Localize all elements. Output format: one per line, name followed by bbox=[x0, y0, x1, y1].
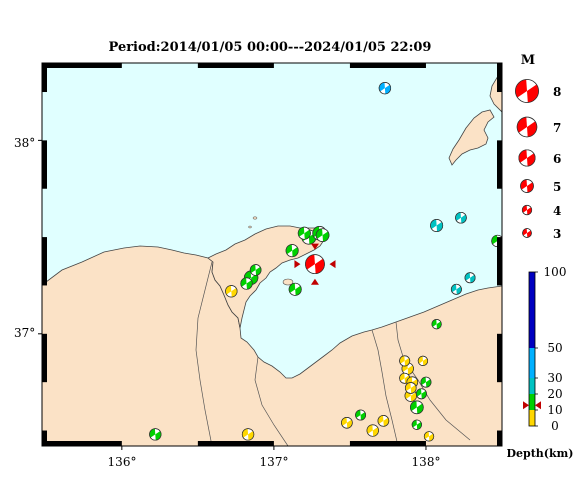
depth-band-4 bbox=[529, 272, 535, 348]
event-34 bbox=[411, 419, 422, 430]
event-mainshock bbox=[305, 254, 325, 275]
event-21 bbox=[355, 409, 367, 421]
event-32 bbox=[417, 355, 429, 367]
event-19 bbox=[241, 428, 255, 441]
events-layer bbox=[149, 82, 502, 442]
event-23 bbox=[377, 415, 390, 427]
event-4 bbox=[297, 226, 311, 240]
event-29 bbox=[410, 400, 424, 415]
event-30 bbox=[404, 382, 417, 394]
prefecture-boundaries bbox=[195, 261, 471, 446]
depth-band-1 bbox=[529, 394, 535, 410]
depth-marker-right bbox=[535, 401, 541, 410]
frame-bar-left bbox=[42, 333, 47, 383]
lat-label-38: 38° bbox=[14, 136, 35, 150]
event-12 bbox=[430, 219, 444, 232]
mainshock-pointer bbox=[294, 243, 336, 285]
depth-tick-20: 20 bbox=[547, 387, 562, 401]
depth-scale-title: Depth(km) bbox=[507, 447, 574, 460]
frame-bar-left bbox=[42, 63, 47, 93]
event-16 bbox=[464, 272, 476, 284]
magnitude-legend-title: M bbox=[521, 53, 535, 68]
event-33 bbox=[420, 376, 432, 388]
legend-ball-m3 bbox=[522, 228, 532, 238]
lon-label-136: 136° bbox=[108, 455, 137, 469]
event-9 bbox=[288, 282, 302, 296]
legend-ball-m8 bbox=[515, 79, 539, 103]
sado-island bbox=[448, 109, 495, 166]
magnitude-legend: M 8 7 6 5 4 3 bbox=[515, 53, 561, 241]
event-15 bbox=[450, 283, 462, 295]
event-35 bbox=[423, 431, 435, 442]
map-title: Period:2014/01/05 00:00---2024/01/05 22:… bbox=[109, 40, 432, 55]
frame-bar-bottom bbox=[349, 441, 426, 446]
depth-tick-30: 30 bbox=[547, 371, 562, 385]
depth-band-2 bbox=[529, 378, 535, 394]
event-31 bbox=[399, 355, 411, 367]
lon-label-138: 138° bbox=[412, 455, 441, 469]
legend-ball-m5 bbox=[520, 179, 534, 193]
event-7 bbox=[240, 277, 253, 290]
event-11 bbox=[378, 82, 392, 95]
legend-label-m7: 7 bbox=[553, 121, 561, 135]
event-17 bbox=[431, 319, 442, 330]
frame-bar-bottom bbox=[197, 441, 274, 446]
frame-bar-left bbox=[42, 430, 47, 446]
frame-bar-left bbox=[42, 237, 47, 286]
legend-label-m5: 5 bbox=[553, 180, 561, 194]
frame-bar-top bbox=[197, 63, 274, 68]
notojima-island bbox=[282, 278, 294, 286]
legend-label-m8: 8 bbox=[553, 85, 561, 99]
legend-label-m4: 4 bbox=[553, 204, 561, 218]
honshu-land bbox=[42, 245, 502, 446]
pointer-top bbox=[310, 243, 319, 250]
event-22 bbox=[366, 424, 379, 437]
event-20 bbox=[341, 416, 353, 429]
event-18 bbox=[149, 428, 162, 441]
map-area bbox=[42, 63, 502, 446]
depth-marker-left bbox=[523, 401, 529, 410]
event-5 bbox=[285, 244, 299, 258]
frame-bars bbox=[38, 63, 502, 450]
depth-band-0 bbox=[529, 410, 535, 426]
event-28 bbox=[415, 388, 427, 400]
lat-label-37: 37° bbox=[14, 326, 35, 340]
frame-bar-bottom bbox=[42, 441, 122, 446]
depth-tick-100: 100 bbox=[544, 265, 567, 279]
nanatsujima-island bbox=[248, 225, 252, 229]
legend-label-m6: 6 bbox=[553, 152, 561, 166]
frame-bar-top bbox=[42, 63, 122, 68]
frame-bar-right bbox=[497, 333, 502, 383]
event-13 bbox=[455, 211, 467, 224]
lon-label-137: 137° bbox=[260, 455, 289, 469]
legend-label-m3: 3 bbox=[553, 227, 561, 241]
depth-band-3 bbox=[529, 348, 535, 378]
frame-bar-left bbox=[42, 140, 47, 189]
legend-ball-m7 bbox=[516, 116, 538, 138]
legend-ball-m4 bbox=[521, 204, 533, 216]
hegura-island bbox=[252, 216, 258, 220]
frame-bar-right bbox=[497, 237, 502, 286]
pointer-left bbox=[294, 260, 301, 269]
frame-bar-right bbox=[497, 63, 502, 93]
event-8 bbox=[225, 285, 238, 298]
legend-ball-m6 bbox=[518, 149, 536, 167]
frame-bar-top bbox=[349, 63, 426, 68]
pointer-bottom bbox=[310, 278, 319, 285]
depth-tick-10: 10 bbox=[547, 403, 562, 417]
frame-bar-right bbox=[497, 430, 502, 446]
depth-tick-0: 0 bbox=[551, 419, 559, 433]
depth-tick-50: 50 bbox=[547, 341, 562, 355]
pointer-right bbox=[329, 260, 336, 269]
event-10 bbox=[249, 264, 262, 276]
event-3 bbox=[315, 228, 330, 242]
frame-bar-right bbox=[497, 140, 502, 189]
